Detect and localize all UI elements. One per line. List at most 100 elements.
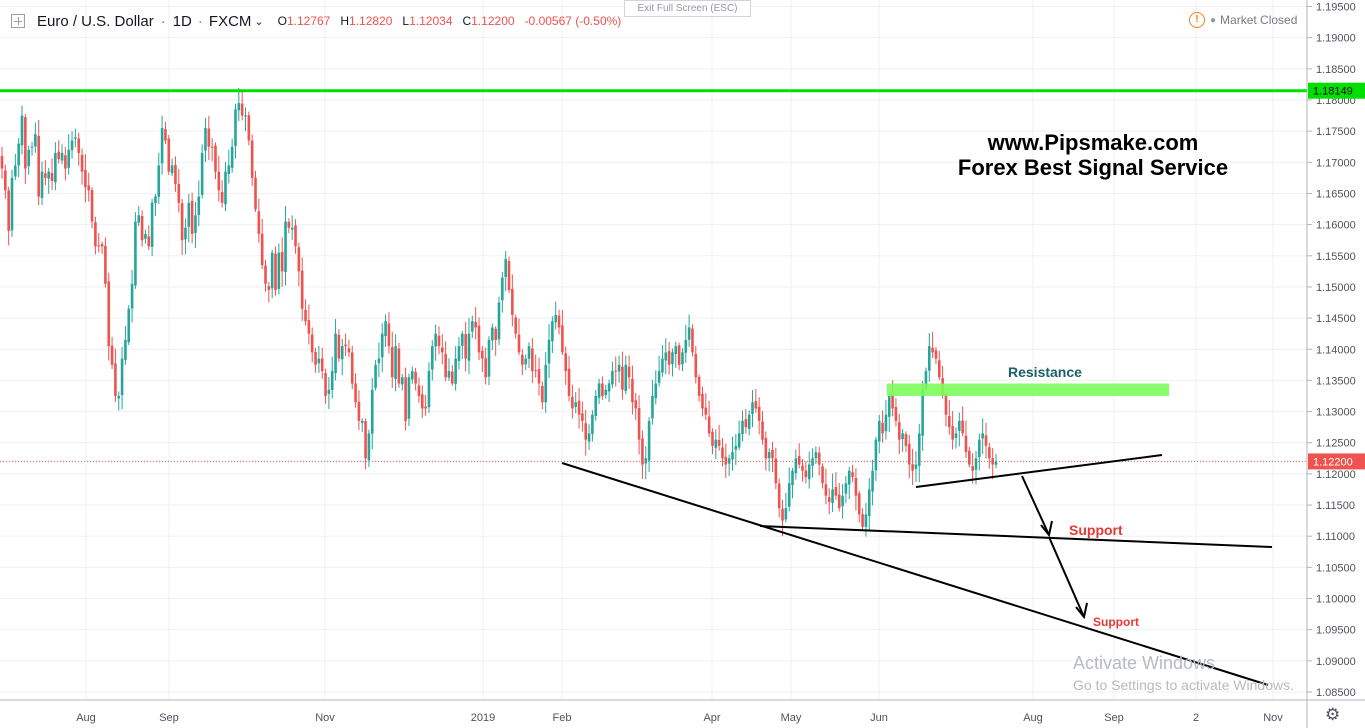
candle-body [897,422,901,440]
x-tick-label: Jun [870,712,888,724]
x-tick-label: Aug [1023,712,1043,724]
y-tick-label: 1.11500 [1316,500,1355,512]
support-label-1: Support [1069,522,1123,538]
candle-body [324,373,327,396]
candle-body [147,236,151,247]
candle-body [30,146,34,148]
x-tick-label: Sep [159,712,179,724]
candle-body [160,128,164,164]
candle-body [837,494,841,509]
candle-body [501,277,504,301]
candle-body [831,489,834,504]
candle-body [0,156,4,169]
candle-body [834,487,838,496]
symbol-name[interactable]: Euro / U.S. Dollar [37,12,154,30]
candle-body [714,439,718,448]
candle-body [924,371,928,389]
interval[interactable]: 1D [172,12,192,30]
candle-body [537,369,541,384]
candle-body [544,364,547,403]
candle-body [881,422,884,434]
candle-body [414,371,417,384]
projection-arrow-2 [1048,536,1085,618]
candle-body [50,172,54,181]
market-status[interactable]: ! ● Market Closed [1189,12,1297,28]
candle-body [504,258,507,277]
candle-body [47,171,50,179]
candle-body [184,227,187,240]
candle-body [64,155,67,169]
candle-body [601,383,604,396]
candle-body [347,348,351,353]
candle-body [551,321,554,342]
candle-body [591,414,594,434]
candle-body [854,477,858,496]
watermark-line-2: Forex Best Signal Service [957,155,1229,180]
candle-body [524,358,527,365]
candle-body [254,177,257,210]
candle-body [67,149,71,168]
candle-body [94,222,97,247]
gear-icon[interactable]: ⚙ [1325,705,1341,724]
candle-body [774,458,778,484]
last-price-tag [1308,453,1365,470]
candle-body [541,385,544,403]
y-tick-label: 1.19000 [1316,33,1356,45]
candle-body [477,325,481,353]
candle-body [764,437,768,459]
candle-body [217,171,221,191]
x-tick-label: May [781,712,802,724]
candle-body [120,358,124,396]
candle-body [651,395,654,419]
candle-body [814,452,818,459]
exchange[interactable]: FXCM [208,12,252,30]
candle-body [907,444,911,465]
candle-body [954,433,958,438]
candle-body [230,146,234,168]
candle-body [144,233,147,239]
candle-body [958,420,961,431]
candle-body [981,433,984,439]
candle-body [4,170,7,191]
x-tick-label: Nov [315,712,335,724]
candle-body [300,270,304,309]
exit-fullscreen-button[interactable]: Exit Full Screen (ESC) [624,0,751,17]
candle-body [237,103,241,111]
candle-body [894,407,898,421]
chart-grid [0,0,1307,700]
chevron-down-icon[interactable]: ⌄ [254,15,264,28]
candle-body [671,352,674,364]
candle-body [70,140,74,151]
y-tick-label: 1.11000 [1316,531,1355,543]
candle-body [534,370,537,372]
candle-body [367,433,371,461]
candle-body [584,423,588,440]
candle-body [87,185,91,191]
candle-body [641,438,644,465]
candle-body [394,346,397,380]
candle-body [721,447,724,459]
candle-body [264,265,267,284]
candle-body [637,408,641,440]
candle-body [724,456,728,465]
candle-body [914,464,918,469]
candle-body [851,472,854,478]
candle-body [357,401,361,421]
add-symbol-icon[interactable] [11,14,25,28]
candle-body [841,495,844,507]
candle-body [350,352,354,384]
candle-body [647,420,651,461]
candle-body [487,339,491,377]
candle-body [564,353,568,372]
candlestick-series [0,88,998,537]
candle-body [137,215,141,223]
candle-body [377,358,381,364]
candle-body [827,497,831,502]
last-price-text: 1.12200 [1313,456,1353,468]
candle-body [517,334,521,353]
candle-body [494,328,497,340]
candle-body [944,394,948,415]
candle-body [754,401,758,409]
candle-body [380,333,384,358]
